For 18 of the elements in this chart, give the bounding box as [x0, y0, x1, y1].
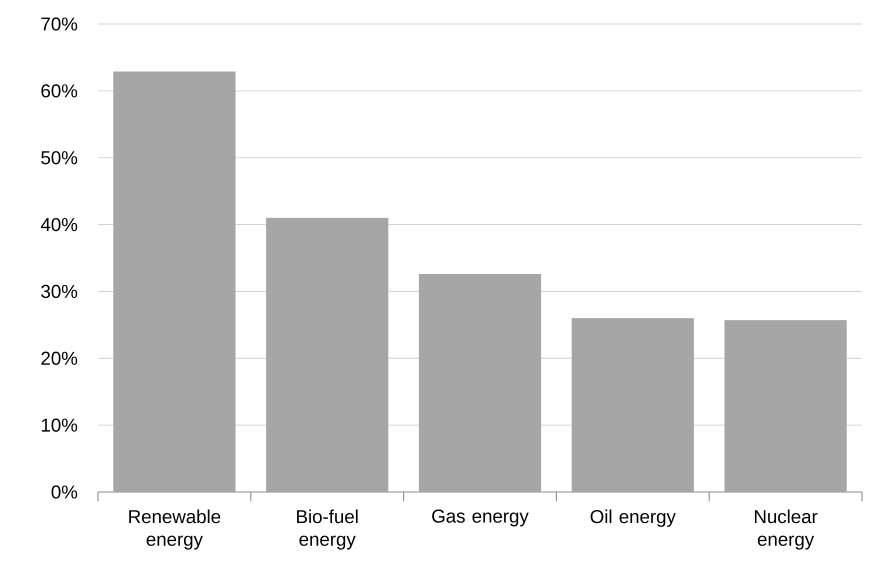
x-tick-label: Oil energy	[590, 510, 676, 527]
x-tick-label: Bio-fuel energy	[297, 510, 358, 550]
y-tick-label: 70%	[41, 17, 78, 31]
y-tick-label: 10%	[42, 418, 78, 432]
bar	[418, 274, 542, 492]
bar	[572, 318, 694, 492]
bar	[266, 218, 388, 492]
y-tick-label: 40%	[40, 218, 78, 232]
y-tick-label: 50%	[41, 151, 78, 164]
x-tick-label: Nuclear energy	[754, 510, 818, 550]
y-tick-label: 20%	[41, 352, 78, 365]
y-tick-label: 0%	[52, 485, 78, 499]
bar	[724, 320, 847, 492]
x-tick-label: Renewable energy	[129, 510, 220, 550]
x-tick-label: Gas energy	[432, 510, 529, 526]
y-tick-label: 60%	[41, 84, 78, 98]
y-tick-label: 30%	[41, 284, 78, 298]
bar	[113, 71, 236, 492]
